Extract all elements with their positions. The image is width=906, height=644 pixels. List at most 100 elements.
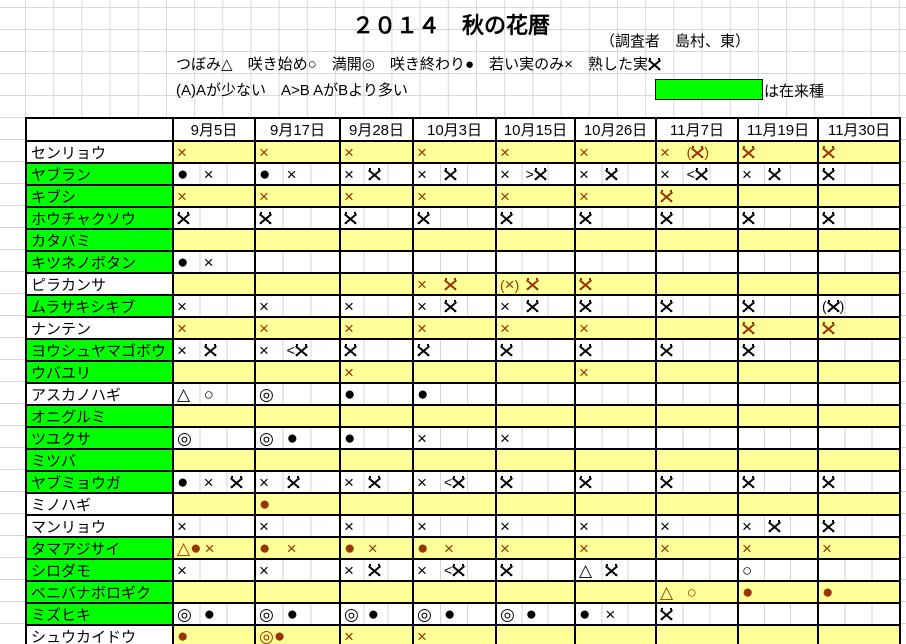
data-cell[interactable]: × (341, 516, 414, 538)
data-cell[interactable] (341, 494, 414, 516)
data-cell[interactable]: ● × (256, 164, 341, 186)
data-cell[interactable] (341, 340, 414, 362)
data-cell[interactable] (739, 428, 819, 450)
data-cell[interactable] (739, 208, 819, 230)
data-cell[interactable] (739, 296, 819, 318)
data-cell[interactable]: ◎ (256, 384, 341, 406)
data-cell[interactable] (497, 340, 576, 362)
data-cell[interactable]: × (341, 186, 414, 208)
row-label-cell[interactable]: ムラサキシキブ (27, 296, 174, 318)
row-label-cell[interactable]: ヨウシュヤマゴボウ (27, 340, 174, 362)
data-cell[interactable] (657, 494, 739, 516)
data-cell[interactable] (657, 362, 739, 384)
data-cell[interactable] (819, 406, 899, 428)
column-header-cell[interactable]: 10月15日 (497, 119, 576, 142)
row-label-cell[interactable]: カタバミ (27, 230, 174, 252)
data-cell[interactable] (739, 274, 819, 296)
row-label-cell[interactable]: ナンテン (27, 318, 174, 340)
data-cell[interactable] (341, 252, 414, 274)
data-cell[interactable]: △ ○ (174, 384, 256, 406)
data-cell[interactable]: × (576, 516, 657, 538)
data-cell[interactable] (819, 230, 899, 252)
data-cell[interactable] (739, 362, 819, 384)
data-cell[interactable]: × < (657, 164, 739, 186)
data-cell[interactable]: × (576, 186, 657, 208)
data-cell[interactable] (819, 340, 899, 362)
data-cell[interactable]: × (497, 142, 576, 164)
data-cell[interactable]: × () (657, 142, 739, 164)
data-cell[interactable]: × (341, 164, 414, 186)
data-cell[interactable]: ● × (256, 538, 341, 560)
data-cell[interactable]: × (414, 516, 497, 538)
data-cell[interactable] (819, 362, 899, 384)
data-cell[interactable]: ● × (576, 604, 657, 626)
data-cell[interactable] (256, 230, 341, 252)
data-cell[interactable] (414, 494, 497, 516)
data-cell[interactable] (739, 230, 819, 252)
data-cell[interactable] (739, 406, 819, 428)
data-cell[interactable]: ● (414, 384, 497, 406)
data-cell[interactable] (819, 252, 899, 274)
data-cell[interactable] (174, 582, 256, 604)
data-cell[interactable] (576, 340, 657, 362)
row-label-cell[interactable]: マンリョウ (27, 516, 174, 538)
data-cell[interactable]: × (576, 164, 657, 186)
data-cell[interactable]: ● × (174, 472, 256, 494)
data-cell[interactable] (256, 406, 341, 428)
data-cell[interactable] (819, 142, 899, 164)
corner-header-cell[interactable] (27, 119, 174, 142)
data-cell[interactable] (414, 340, 497, 362)
data-cell[interactable] (576, 208, 657, 230)
data-cell[interactable] (414, 450, 497, 472)
row-label-cell[interactable]: ミツバ (27, 450, 174, 472)
data-cell[interactable]: × (739, 538, 819, 560)
data-cell[interactable]: (×) (497, 274, 576, 296)
data-cell[interactable]: ◎● (497, 604, 576, 626)
row-label-cell[interactable]: シロダモ (27, 560, 174, 582)
data-cell[interactable] (657, 208, 739, 230)
data-cell[interactable] (819, 274, 899, 296)
row-label-cell[interactable]: ウバユリ (27, 362, 174, 384)
data-cell[interactable]: × (174, 142, 256, 164)
data-cell[interactable]: × (497, 538, 576, 560)
data-cell[interactable]: ● (739, 582, 819, 604)
data-cell[interactable] (576, 582, 657, 604)
data-cell[interactable] (414, 406, 497, 428)
data-cell[interactable] (576, 428, 657, 450)
data-cell[interactable] (414, 252, 497, 274)
data-cell[interactable] (256, 450, 341, 472)
data-cell[interactable]: ○ (739, 560, 819, 582)
data-cell[interactable]: × (256, 516, 341, 538)
data-cell[interactable]: × (256, 186, 341, 208)
column-header-cell[interactable]: 9月28日 (341, 119, 414, 142)
data-cell[interactable] (174, 274, 256, 296)
data-cell[interactable]: × (576, 538, 657, 560)
row-label-cell[interactable]: ミズヒキ (27, 604, 174, 626)
row-label-cell[interactable]: ツユクサ (27, 428, 174, 450)
data-cell[interactable] (819, 516, 899, 538)
data-cell[interactable] (497, 252, 576, 274)
data-cell[interactable] (819, 472, 899, 494)
data-cell[interactable]: × (497, 318, 576, 340)
data-cell[interactable]: × (497, 516, 576, 538)
data-cell[interactable] (497, 472, 576, 494)
data-cell[interactable] (739, 340, 819, 362)
data-cell[interactable]: × (174, 186, 256, 208)
data-cell[interactable] (174, 494, 256, 516)
data-cell[interactable]: × (256, 560, 341, 582)
data-cell[interactable] (657, 186, 739, 208)
data-cell[interactable] (819, 384, 899, 406)
data-cell[interactable] (819, 164, 899, 186)
data-cell[interactable] (739, 604, 819, 626)
data-cell[interactable]: × (657, 516, 739, 538)
data-cell[interactable]: × (414, 142, 497, 164)
data-cell[interactable]: △ ○ (657, 582, 739, 604)
data-cell[interactable] (819, 560, 899, 582)
data-cell[interactable]: × (414, 186, 497, 208)
data-cell[interactable]: × (739, 164, 819, 186)
data-cell[interactable]: × (414, 274, 497, 296)
data-cell[interactable]: × (497, 428, 576, 450)
data-cell[interactable] (497, 582, 576, 604)
data-cell[interactable]: × (497, 296, 576, 318)
row-label-cell[interactable]: シュウカイドウ (27, 626, 174, 644)
